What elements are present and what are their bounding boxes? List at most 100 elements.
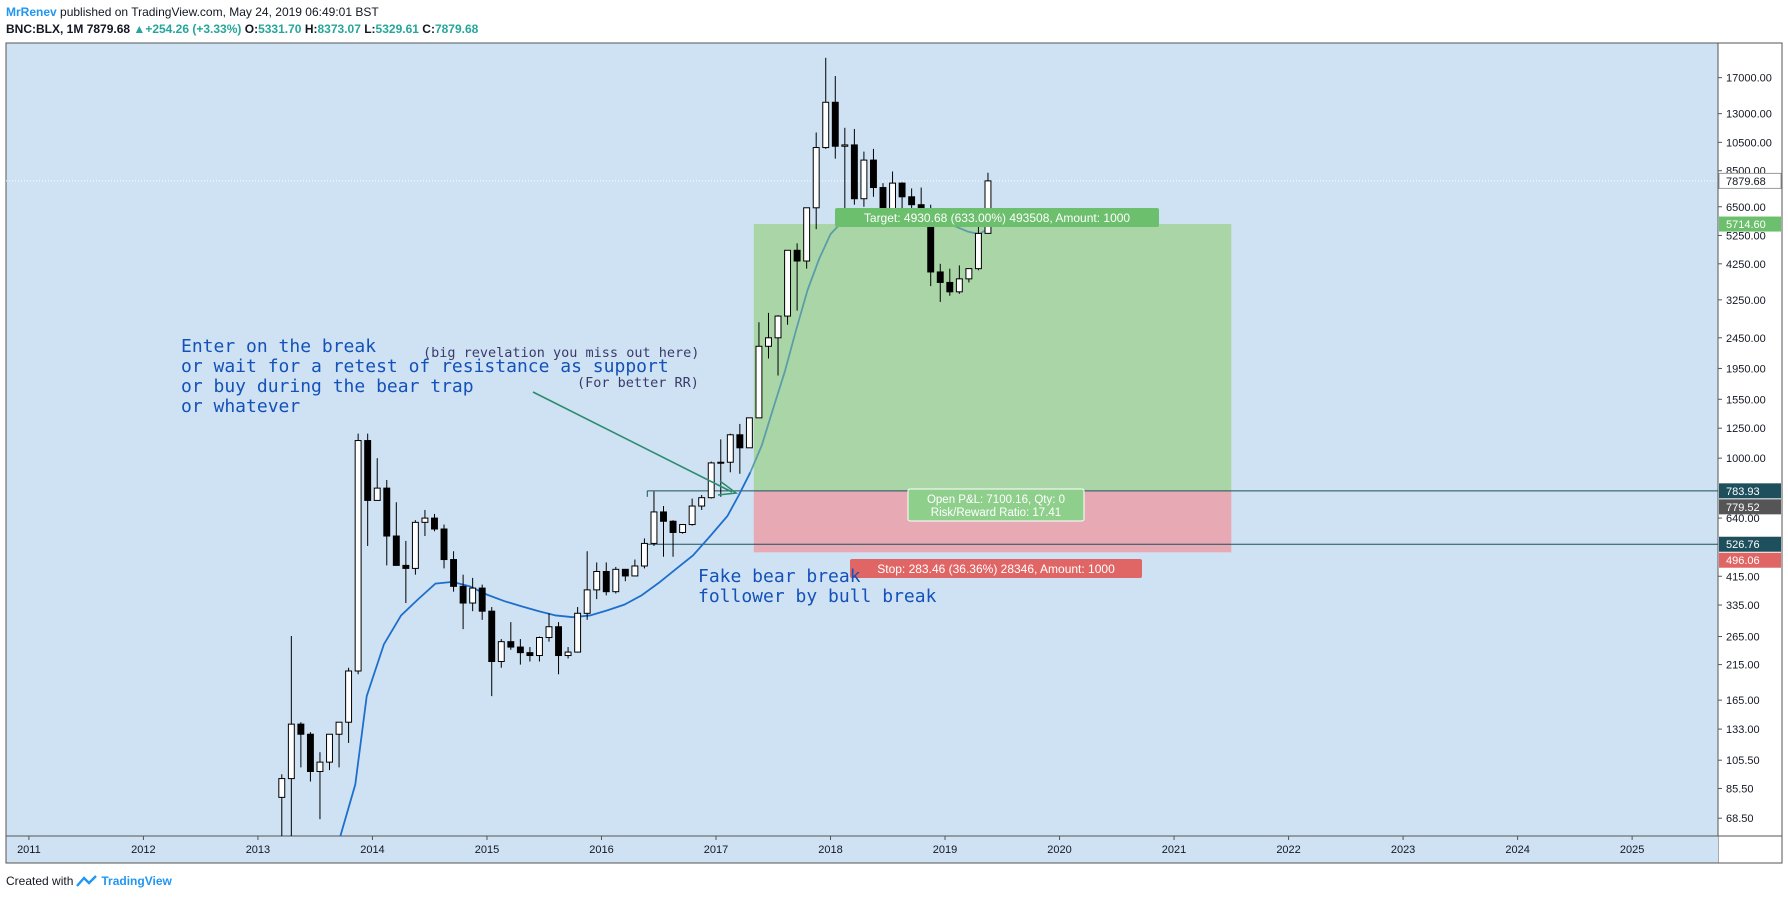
candle[interactable] xyxy=(698,495,706,510)
candle[interactable] xyxy=(974,226,982,271)
candle[interactable] xyxy=(602,562,610,596)
open-value: 5331.70 xyxy=(258,22,302,36)
candle[interactable] xyxy=(812,132,820,230)
candle[interactable] xyxy=(841,127,849,220)
candle[interactable] xyxy=(946,268,954,296)
candle[interactable] xyxy=(765,312,772,359)
candle[interactable] xyxy=(326,733,333,771)
candle[interactable] xyxy=(535,636,543,662)
candle[interactable] xyxy=(869,148,877,197)
candle[interactable] xyxy=(726,433,734,473)
price-tag-green[interactable]: 5714.60 xyxy=(1719,216,1781,232)
candle[interactable] xyxy=(574,607,582,653)
candle[interactable] xyxy=(564,647,572,659)
candle[interactable] xyxy=(965,268,973,283)
stop-label-text: Stop: 283.46 (36.36%) 28346, Amount: 100… xyxy=(877,562,1115,576)
candle[interactable] xyxy=(612,566,620,594)
tradingview-brand-link[interactable]: TradingView xyxy=(101,874,172,888)
candle[interactable] xyxy=(526,647,534,662)
candle[interactable] xyxy=(860,151,868,207)
candle[interactable] xyxy=(459,574,467,630)
candle[interactable] xyxy=(850,128,858,205)
last-price: 7879.68 xyxy=(86,22,131,36)
candle[interactable] xyxy=(431,513,438,532)
annotation-fake-break[interactable]: Fake bear break follower by bull break xyxy=(698,566,937,607)
annotation-arrow xyxy=(532,391,739,496)
time-axis-tick-label: 2025 xyxy=(1620,844,1644,856)
profit-zone[interactable] xyxy=(753,224,1232,491)
publish-info: published on TradingView.com, May 24, 20… xyxy=(60,5,379,19)
candle[interactable] xyxy=(478,584,486,620)
candle[interactable] xyxy=(793,243,801,311)
price-tag-grey[interactable]: 779.52 xyxy=(1719,499,1781,515)
price-tag-bg xyxy=(1719,483,1781,499)
pnl-label[interactable]: Open P&L: 7100.16, Qty: 0 Risk/Reward Ra… xyxy=(907,488,1085,522)
stop-label[interactable]: Stop: 283.46 (36.36%) 28346, Amount: 100… xyxy=(850,559,1142,578)
candle[interactable] xyxy=(822,57,830,149)
candle-body-down xyxy=(526,652,534,657)
candle[interactable] xyxy=(688,498,696,526)
candle[interactable] xyxy=(803,207,811,269)
candle[interactable] xyxy=(593,562,601,600)
candle[interactable] xyxy=(545,613,553,642)
candle[interactable] xyxy=(679,524,687,534)
candle[interactable] xyxy=(650,491,658,546)
time-axis-panel[interactable] xyxy=(6,836,1718,863)
candle[interactable] xyxy=(450,551,458,592)
target-label[interactable]: Target: 4930.68 (633.00%) 493508, Amount… xyxy=(835,208,1159,227)
candle[interactable] xyxy=(745,417,753,449)
candle[interactable] xyxy=(421,509,429,537)
annotation-better-rr[interactable]: (For better RR) xyxy=(577,375,699,391)
candle[interactable] xyxy=(640,538,648,569)
candle[interactable] xyxy=(411,520,419,575)
candle[interactable] xyxy=(755,322,763,419)
candle[interactable] xyxy=(402,540,410,604)
candle[interactable] xyxy=(660,506,667,557)
moving-average-line[interactable] xyxy=(339,471,752,837)
annotation-enter[interactable]: Enter on the break or wait for a retest … xyxy=(181,336,680,417)
candle[interactable] xyxy=(955,265,963,294)
candle[interactable] xyxy=(516,639,524,665)
author-name[interactable]: MrRenev xyxy=(6,5,57,19)
candle[interactable] xyxy=(784,249,792,325)
candle[interactable] xyxy=(469,577,477,612)
candle[interactable] xyxy=(364,433,372,546)
open-label: O: xyxy=(244,22,259,36)
arrow-line[interactable] xyxy=(532,391,733,493)
price-axis-tick-label: 165.00 xyxy=(1726,695,1760,707)
candle[interactable] xyxy=(287,635,295,836)
price-tag-red[interactable]: 496.06 xyxy=(1719,552,1781,568)
candle[interactable] xyxy=(345,667,353,743)
annotation-revelation[interactable]: (big revelation you miss out here) xyxy=(423,345,699,361)
candle-body-up xyxy=(717,461,725,464)
price-tag-dark[interactable]: 526.76 xyxy=(1719,536,1781,552)
price-tag-dark[interactable]: 783.93 xyxy=(1719,483,1781,499)
candle[interactable] xyxy=(488,607,496,697)
candle[interactable] xyxy=(555,622,562,675)
candle[interactable] xyxy=(831,76,839,159)
candle[interactable] xyxy=(583,551,591,620)
candle[interactable] xyxy=(306,732,314,782)
candle[interactable] xyxy=(297,722,305,768)
candle[interactable] xyxy=(278,774,286,836)
price-axis-tick-label: 133.00 xyxy=(1726,724,1760,736)
candle[interactable] xyxy=(774,315,782,376)
candle[interactable] xyxy=(383,479,391,566)
candle[interactable] xyxy=(392,502,400,566)
annotation-enter-line-3: or buy during the bear trap xyxy=(181,376,474,397)
candle[interactable] xyxy=(621,568,629,582)
candle[interactable] xyxy=(440,524,448,569)
candle[interactable] xyxy=(936,263,944,302)
candle[interactable] xyxy=(373,458,381,501)
candle[interactable] xyxy=(316,752,324,820)
price-tag-bg xyxy=(1719,216,1781,232)
candle[interactable] xyxy=(631,559,639,577)
candle[interactable] xyxy=(497,639,505,668)
candle[interactable] xyxy=(335,721,343,768)
candle[interactable] xyxy=(736,423,744,474)
candle[interactable] xyxy=(507,622,515,650)
candle[interactable] xyxy=(354,433,362,675)
price-tag-light[interactable]: 7879.68 xyxy=(1718,172,1782,189)
candle[interactable] xyxy=(669,520,677,557)
